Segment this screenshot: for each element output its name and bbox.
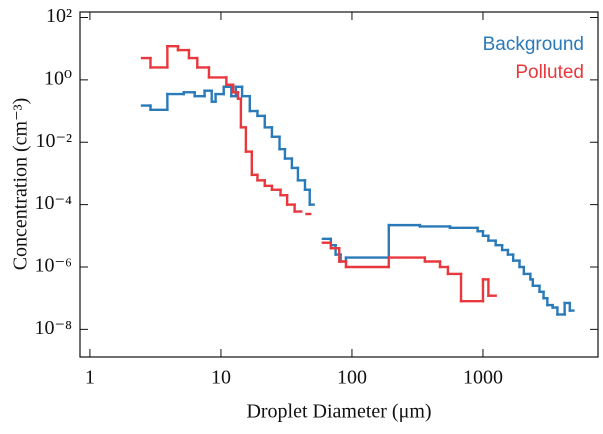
legend-label: Polluted bbox=[515, 62, 584, 83]
plot-frame bbox=[79, 11, 599, 358]
y-tick-label: 10⁰ bbox=[44, 67, 72, 89]
x-tick-label: 1000 bbox=[463, 367, 503, 389]
y-tick-label: 10⁻⁶ bbox=[34, 255, 72, 277]
legend-label: Background bbox=[483, 34, 584, 55]
y-tick-label: 10⁻⁴ bbox=[34, 192, 72, 214]
x-axis-label: Droplet Diameter (μm) bbox=[246, 401, 431, 423]
x-tick-label: 10 bbox=[211, 367, 231, 389]
y-tick-label: 10⁻⁸ bbox=[34, 317, 72, 339]
y-axis-label: Concentration (cm⁻³) bbox=[10, 98, 32, 271]
x-tick-label: 1 bbox=[85, 367, 95, 389]
y-tick-label: 10² bbox=[46, 5, 72, 27]
y-tick-label: 10⁻² bbox=[35, 130, 72, 152]
x-tick-label: 100 bbox=[337, 367, 367, 389]
